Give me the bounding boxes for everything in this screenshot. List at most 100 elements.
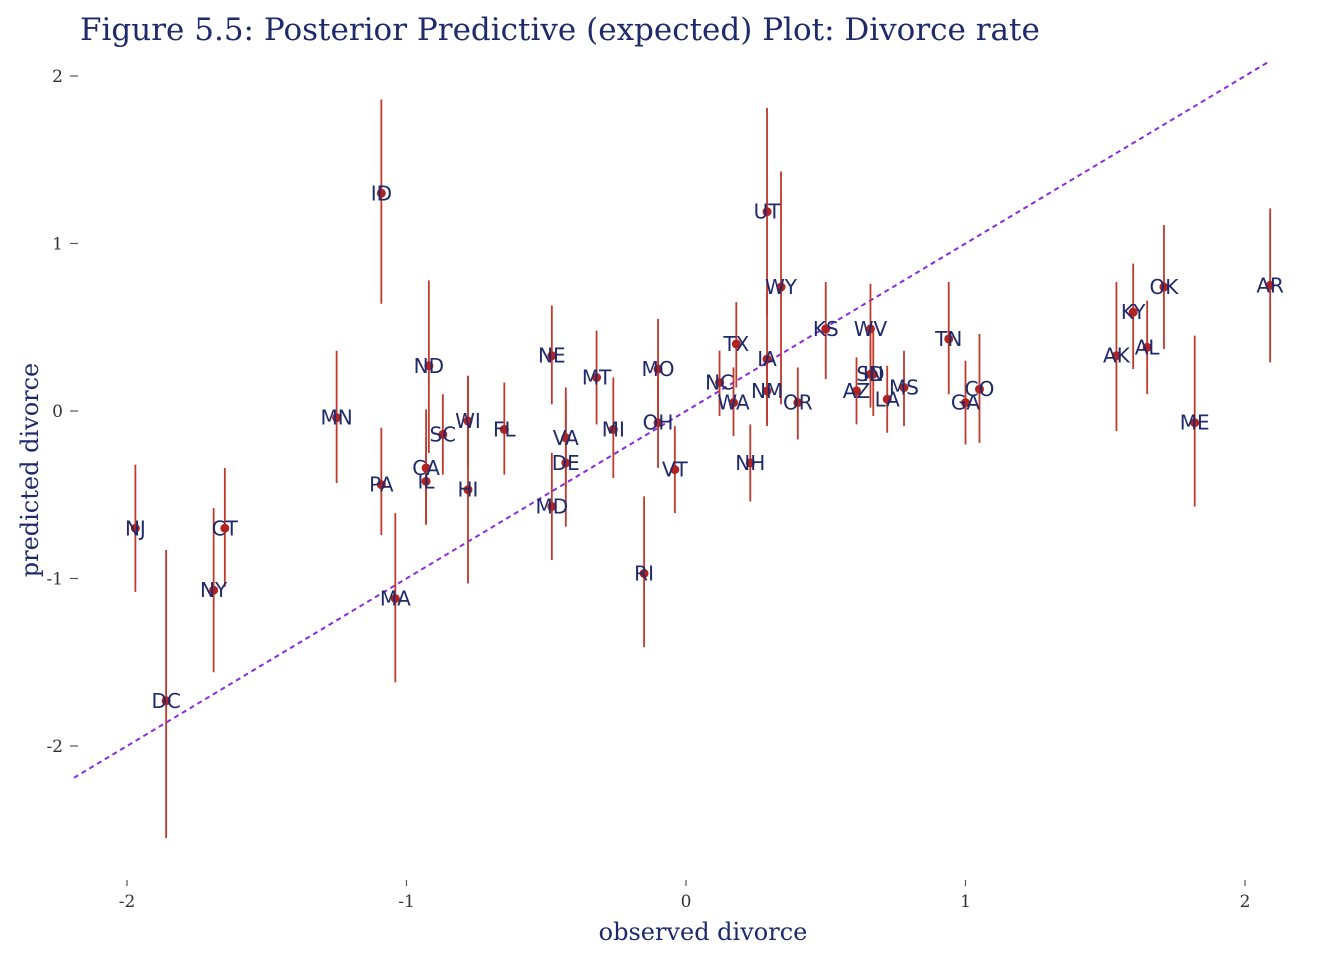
point-nj xyxy=(130,523,140,533)
label-hi: HI xyxy=(458,478,479,502)
point-sc xyxy=(438,429,448,439)
label-fl: FL xyxy=(493,417,517,441)
point-ca xyxy=(421,463,431,473)
y-tick-label: 0 xyxy=(52,402,63,422)
point-va xyxy=(561,433,571,443)
label-nc: NC xyxy=(705,371,734,395)
label-ca: CA xyxy=(412,456,440,480)
label-sc: SC xyxy=(429,422,456,446)
point-ne xyxy=(547,351,557,361)
point-mt xyxy=(592,373,602,382)
label-tn: TN xyxy=(934,327,962,351)
x-axis: -2 -1 0 1 2 xyxy=(119,880,1251,912)
label-ok: OK xyxy=(1150,275,1180,299)
x-tick-label: 2 xyxy=(1240,892,1251,912)
label-nh: NH xyxy=(735,451,765,475)
point-mo xyxy=(653,364,663,374)
point-ok xyxy=(1159,282,1169,292)
label-ma: MA xyxy=(380,587,411,611)
y-tick-label: -2 xyxy=(46,737,63,757)
point-ri xyxy=(639,568,649,578)
label-la: LA xyxy=(875,387,901,411)
label-ky: KY xyxy=(1121,300,1146,324)
point-hi xyxy=(463,485,473,495)
point-ia xyxy=(762,354,772,364)
state-labels: AK AL AR AZ CA CO CT DC DE FL GA HI IA ID IL IN KS KY LA MA… xyxy=(125,181,1284,713)
y-tick-label: 2 xyxy=(52,67,63,87)
point-sd xyxy=(865,369,875,379)
label-wy: WY xyxy=(765,275,798,299)
point-pa xyxy=(376,480,386,490)
point-ar xyxy=(1265,280,1275,290)
point-ak xyxy=(1111,351,1121,361)
label-de: DE xyxy=(552,451,580,475)
label-tx: TX xyxy=(722,332,749,356)
label-md: MD xyxy=(536,494,569,518)
point-de xyxy=(561,458,571,468)
label-ks: KS xyxy=(813,317,839,341)
point-az xyxy=(851,386,861,396)
label-ri: RI xyxy=(634,561,654,585)
point-la xyxy=(882,394,892,404)
label-mo: MO xyxy=(642,357,675,381)
point-md xyxy=(547,501,557,511)
point-vt xyxy=(670,465,680,475)
label-ia: IA xyxy=(757,347,777,371)
x-tick-label: -1 xyxy=(398,892,415,912)
label-dc: DC xyxy=(151,689,180,713)
point-ct xyxy=(220,523,230,533)
x-axis-title: observed divorce xyxy=(599,918,808,946)
point-wa xyxy=(729,398,739,408)
point-fl xyxy=(499,424,509,434)
label-or: OR xyxy=(783,391,813,415)
predicted-points xyxy=(130,188,1275,706)
point-nh xyxy=(745,458,755,468)
label-ga: GA xyxy=(951,391,980,415)
point-id xyxy=(376,188,386,198)
y-tick-label: -1 xyxy=(46,570,63,590)
point-wi xyxy=(463,416,473,426)
label-ak: AK xyxy=(1103,344,1131,368)
point-ma xyxy=(390,594,400,604)
label-co: CO xyxy=(965,377,995,401)
point-il xyxy=(421,476,431,486)
label-wv: WV xyxy=(854,317,888,341)
label-nm: NM xyxy=(751,379,783,403)
label-ms: MS xyxy=(889,376,919,400)
point-wv xyxy=(865,324,875,334)
point-nd xyxy=(424,361,434,371)
label-ct: CT xyxy=(212,516,239,540)
chart-title: Figure 5.5: Posterior Predictive (expect… xyxy=(80,12,1040,48)
point-nc xyxy=(715,378,725,388)
label-wi: WI xyxy=(455,409,481,433)
label-ny: NY xyxy=(200,578,228,602)
label-nj: NJ xyxy=(125,516,146,540)
point-al xyxy=(1142,342,1152,352)
point-tn xyxy=(944,334,954,344)
label-mn: MN xyxy=(321,406,353,430)
label-sd: SD xyxy=(856,362,884,386)
x-tick-label: 0 xyxy=(681,892,692,912)
label-az: AZ xyxy=(843,379,870,403)
label-mi: MI xyxy=(602,417,625,441)
label-al: AL xyxy=(1135,335,1161,359)
label-oh: OH xyxy=(643,411,674,435)
label-mt: MT xyxy=(582,366,612,390)
label-il: IL xyxy=(418,469,436,493)
label-ne: NE xyxy=(538,344,566,368)
label-va: VA xyxy=(553,426,579,450)
label-nd: ND xyxy=(414,354,444,378)
point-tx xyxy=(731,339,741,349)
point-ny xyxy=(209,585,219,595)
point-oh xyxy=(653,418,663,428)
point-dc xyxy=(161,696,171,706)
label-id: ID xyxy=(371,181,392,205)
x-tick-label: -2 xyxy=(119,892,136,912)
label-ar: AR xyxy=(1256,273,1284,297)
label-ut: UT xyxy=(754,200,782,224)
point-nm xyxy=(762,386,772,396)
label-wa: WA xyxy=(717,391,750,415)
label-me: ME xyxy=(1180,411,1210,435)
point-co xyxy=(974,384,984,394)
